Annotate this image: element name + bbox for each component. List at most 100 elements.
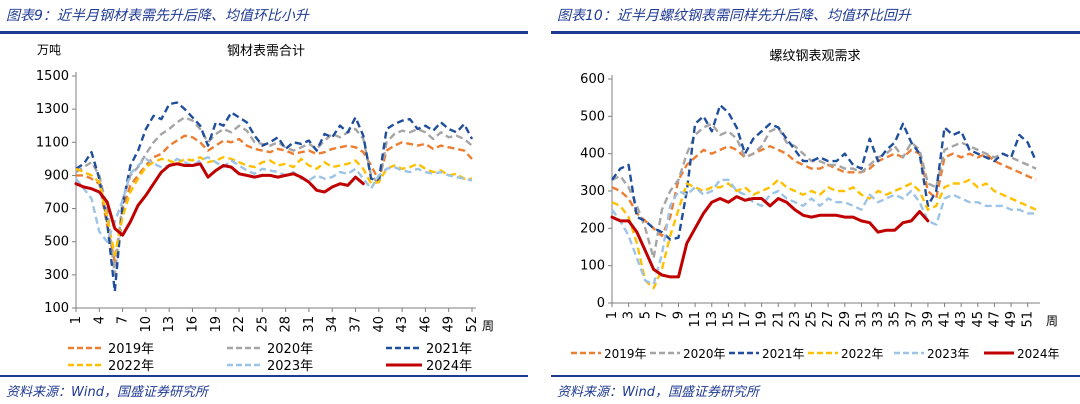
series-line-2022年 <box>611 178 1037 290</box>
x-tick-label: 27 <box>821 311 836 328</box>
series-line-2019年 <box>611 144 1037 238</box>
x-tick-label: 21 <box>771 311 786 328</box>
x-tick-label: 47 <box>987 311 1002 328</box>
x-tick-label: 5 <box>638 311 653 319</box>
y-unit-label: 万吨 <box>37 43 61 57</box>
x-tick-label: 13 <box>705 311 720 328</box>
series-line-2024年 <box>610 195 930 279</box>
x-tick-label: 37 <box>904 311 919 328</box>
y-tick-label: 900 <box>44 168 69 183</box>
x-tick-label: 25 <box>805 311 820 328</box>
x-tick-label: 11 <box>688 311 703 328</box>
x-axis-label: 周 <box>482 319 494 333</box>
x-tick-label: 19 <box>755 311 770 328</box>
x-tick-label: 3 <box>622 311 637 319</box>
x-axis-label: 周 <box>1046 314 1058 328</box>
y-tick-label: 1100 <box>36 135 69 150</box>
x-tick-label: 52 <box>465 316 480 333</box>
x-tick-label: 13 <box>162 316 177 333</box>
right-source-note: 资料来源：Wind，国盛证券研究所 <box>557 385 759 400</box>
series-line-2022年 <box>75 155 472 257</box>
x-tick-label: 45 <box>971 311 986 328</box>
series-line-2020年 <box>75 116 473 277</box>
x-tick-label: 29 <box>838 311 853 328</box>
right-title-rule <box>551 31 1080 34</box>
legend-label: 2021年 <box>762 347 805 361</box>
left-source-rule <box>0 375 528 377</box>
legend-label: 2020年 <box>267 342 313 357</box>
x-tick-label: 49 <box>442 316 457 333</box>
chart-title: 螺纹钢表观需求 <box>769 49 860 64</box>
y-tick-label: 700 <box>44 202 69 217</box>
y-tick-label: 500 <box>44 235 69 250</box>
series-line-2024年 <box>74 162 365 237</box>
y-tick-label: 300 <box>580 184 605 199</box>
y-tick-label: 100 <box>44 301 69 316</box>
x-tick-label: 10 <box>139 316 154 333</box>
series-line-2021年 <box>611 103 1038 241</box>
chart-title: 钢材表需合计 <box>227 44 305 59</box>
x-tick-label: 31 <box>854 311 869 328</box>
series-line-2023年 <box>75 155 473 243</box>
y-tick-label: 100 <box>580 259 605 274</box>
x-tick-label: 23 <box>788 311 803 328</box>
x-tick-label: 1 <box>69 316 84 324</box>
x-tick-label: 31 <box>302 316 317 333</box>
x-tick-label: 22 <box>232 316 247 333</box>
x-tick-label: 46 <box>418 316 433 333</box>
legend-label: 2022年 <box>841 347 884 361</box>
left-figure-title: 图表9：近半月钢材表需先升后降、均值环比小升 <box>6 8 309 24</box>
x-tick-label: 41 <box>938 311 953 328</box>
y-tick-label: 600 <box>580 72 605 87</box>
x-tick-label: 39 <box>921 311 936 328</box>
x-tick-label: 43 <box>395 316 410 333</box>
legend-label: 2020年 <box>683 347 726 361</box>
legend-label: 2024年 <box>426 359 472 374</box>
left-chart: 100 300 500 700 900 1100 1300 1500 1 4 7 10 13 16 19 22… <box>36 43 494 374</box>
x-tick-label: 33 <box>871 311 886 328</box>
x-tick-label: 7 <box>116 316 131 324</box>
legend-label: 2022年 <box>108 359 154 374</box>
x-tick-label: 35 <box>888 311 903 328</box>
x-tick-label: 15 <box>721 311 736 328</box>
x-tick-label: 37 <box>349 316 364 333</box>
series-line-2019年 <box>76 134 473 263</box>
x-tick-label: 9 <box>672 311 687 319</box>
left-title-rule <box>0 31 528 34</box>
x-tick-label: 28 <box>279 316 294 333</box>
y-tick-label: 1500 <box>36 69 69 84</box>
series-line-2023年 <box>611 178 1036 286</box>
x-tick-label: 34 <box>325 316 340 333</box>
x-tick-label: 43 <box>954 311 969 328</box>
y-tick-label: 0 <box>597 296 605 311</box>
left-source-note: 资料来源：Wind，国盛证券研究所 <box>6 385 208 400</box>
x-tick-label: 7 <box>655 311 670 319</box>
x-tick-label: 51 <box>1021 311 1036 328</box>
y-tick-label: 400 <box>580 147 605 162</box>
right-figure-panel: 图表10：近半月螺纹钢表需同样先升后降、均值环比回升 0 100 200 300 400… <box>551 0 1080 404</box>
x-tick-label: 4 <box>92 316 107 324</box>
legend-label: 2023年 <box>927 347 970 361</box>
x-tick-label: 1 <box>605 311 620 319</box>
right-figure-title: 图表10：近半月螺纹钢表需同样先升后降、均值环比回升 <box>557 8 911 24</box>
y-tick-label: 1300 <box>36 102 69 117</box>
legend-label: 2021年 <box>426 342 472 357</box>
series-line-2020年 <box>611 122 1037 260</box>
y-tick-label: 200 <box>580 221 605 236</box>
y-tick-label: 500 <box>580 109 605 124</box>
legend-label: 2019年 <box>108 342 154 357</box>
y-tick-label: 300 <box>44 268 69 283</box>
x-tick-label: 25 <box>255 316 270 333</box>
legend-label: 2019年 <box>604 347 647 361</box>
x-tick-label: 17 <box>738 311 753 328</box>
x-tick-label: 19 <box>209 316 224 333</box>
series-line-2021年 <box>75 101 474 293</box>
x-tick-label: 40 <box>372 316 387 333</box>
left-figure-panel: 图表9：近半月钢材表需先升后降、均值环比小升 100 300 500 700 900 11… <box>0 0 528 404</box>
legend-label: 2023年 <box>267 359 313 374</box>
x-tick-label: 49 <box>1004 311 1019 328</box>
right-source-rule <box>551 375 1080 377</box>
legend-label: 2024年 <box>1017 347 1060 361</box>
x-tick-label: 16 <box>185 316 200 333</box>
